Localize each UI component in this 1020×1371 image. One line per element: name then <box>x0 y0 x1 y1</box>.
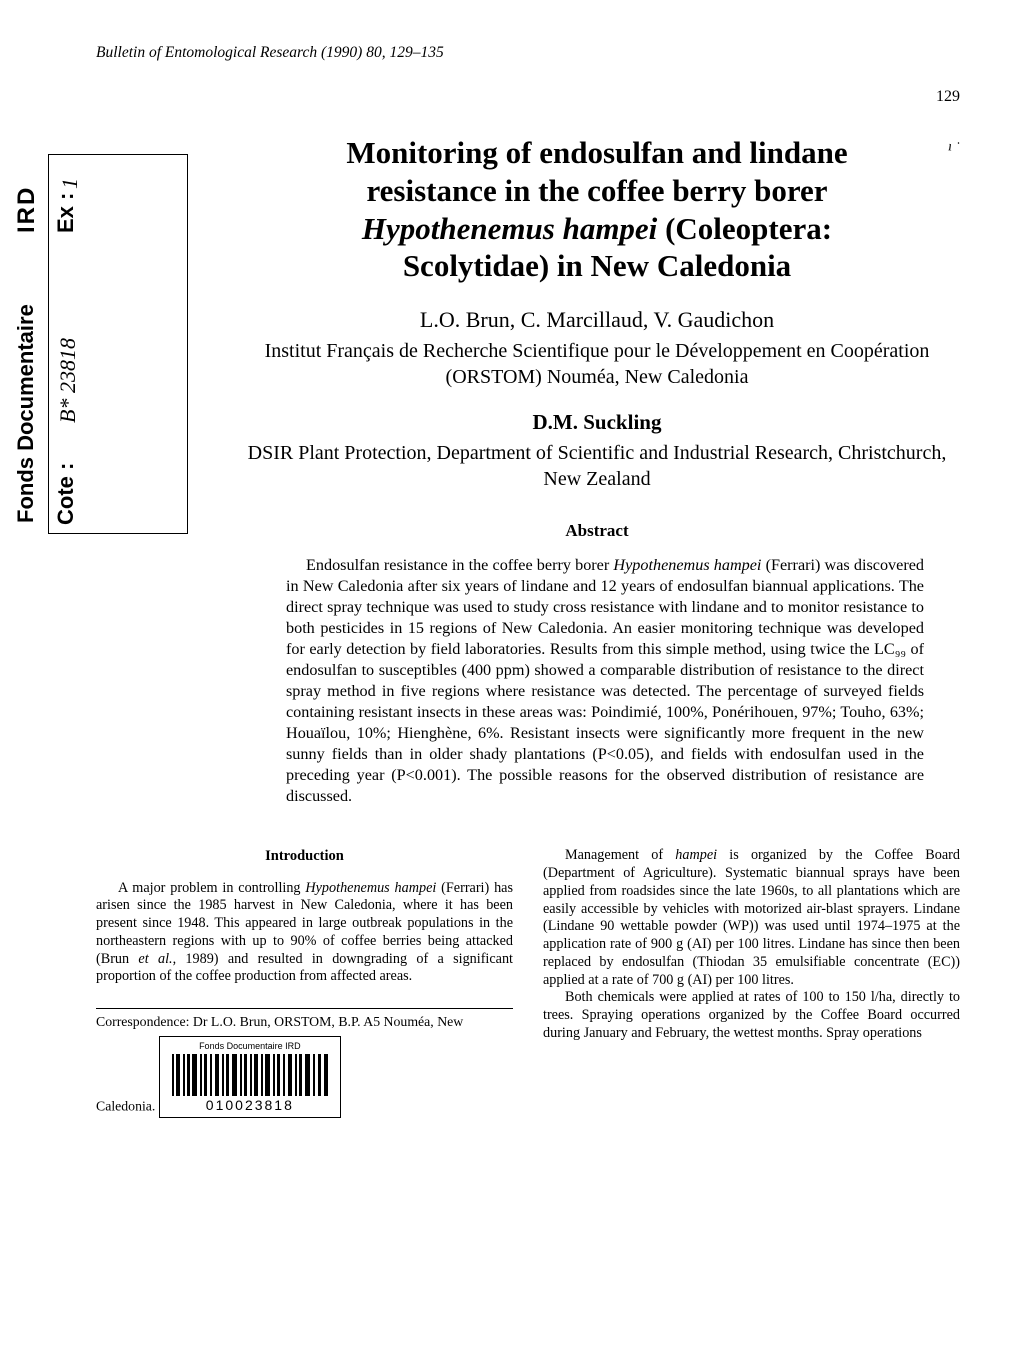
running-header: Bulletin of Entomological Research (1990… <box>96 44 960 62</box>
stray-mark: ı ˙ <box>947 139 961 157</box>
title-species: Hypothenemus hampei <box>362 211 657 246</box>
abstract-text: Endosulfan resistance in the coffee berr… <box>234 555 960 808</box>
abstract-lc-symbol: LC₉₉ <box>874 640 906 658</box>
column-right: Management of hampei is organized by the… <box>543 847 960 1118</box>
intro-etal: et al. <box>138 951 172 967</box>
stamp-cote-label: Cote : <box>53 463 79 525</box>
intro-heading: Introduction <box>96 847 513 865</box>
stamp-ex-label: Ex : <box>53 193 79 233</box>
title-line-2: resistance in the coffee berry borer <box>366 173 827 208</box>
stamp-fonds-label: Fonds Documentaire <box>13 304 39 523</box>
archive-stamp: Fonds Documentaire IRD Cote : B* 23818 E… <box>96 134 216 564</box>
authors-group-2: D.M. Suckling <box>234 410 960 435</box>
intro-paragraph: A major problem in controlling Hypothene… <box>96 880 513 987</box>
title-line-3-after: (Coleoptera: <box>657 211 832 246</box>
col2-paragraph-1: Management of hampei is organized by the… <box>543 847 960 989</box>
col2-species: hampei <box>675 847 717 863</box>
intro-species: Hypothenemus hampei <box>305 880 436 896</box>
stamp-ird-label: IRD <box>13 186 41 233</box>
col2-paragraph-2: Both chemicals were applied at rates of … <box>543 989 960 1042</box>
stamp-cote-value: B* 23818 <box>55 338 81 423</box>
abstract-species: Hypothenemus hampei <box>613 556 761 574</box>
title-line-4: Scolytidae) in New Caledonia <box>403 248 791 283</box>
page-number: 129 <box>936 88 960 106</box>
abstract-heading: Abstract <box>234 521 960 541</box>
abstract-seg-3: of endosulfan to susceptibles (400 ppm) … <box>286 640 924 805</box>
barcode-number: 010023818 <box>170 1097 330 1115</box>
correspondence-block: Correspondence: Dr L.O. Brun, ORSTOM, B.… <box>96 1008 513 1118</box>
barcode-label: Fonds Documentaire IRD <box>170 1041 330 1052</box>
body-columns: Introduction A major problem in controll… <box>96 847 960 1118</box>
affiliation-2: DSIR Plant Protection, Department of Sci… <box>234 441 960 492</box>
affiliation-1: Institut Français de Recherche Scientifi… <box>234 339 960 390</box>
authors-group-1: L.O. Brun, C. Marcillaud, V. Gaudichon <box>234 307 960 333</box>
column-left: Introduction A major problem in controll… <box>96 847 513 1118</box>
article-title: Monitoring of endosulfan and lindane res… <box>234 134 960 285</box>
intro-seg-1: A major problem in controlling <box>118 880 305 896</box>
col2-seg-1: Management of <box>565 847 675 863</box>
stamp-ex-value: 1 <box>57 178 83 189</box>
barcode-icon <box>170 1054 330 1096</box>
abstract-seg-1: Endosulfan resistance in the coffee berr… <box>306 556 613 574</box>
barcode-box: Fonds Documentaire IRD <box>159 1036 341 1118</box>
title-line-1: Monitoring of endosulfan and lindane <box>346 135 847 170</box>
col2-seg-2: is organized by the Coffee Board (Depart… <box>543 847 960 987</box>
